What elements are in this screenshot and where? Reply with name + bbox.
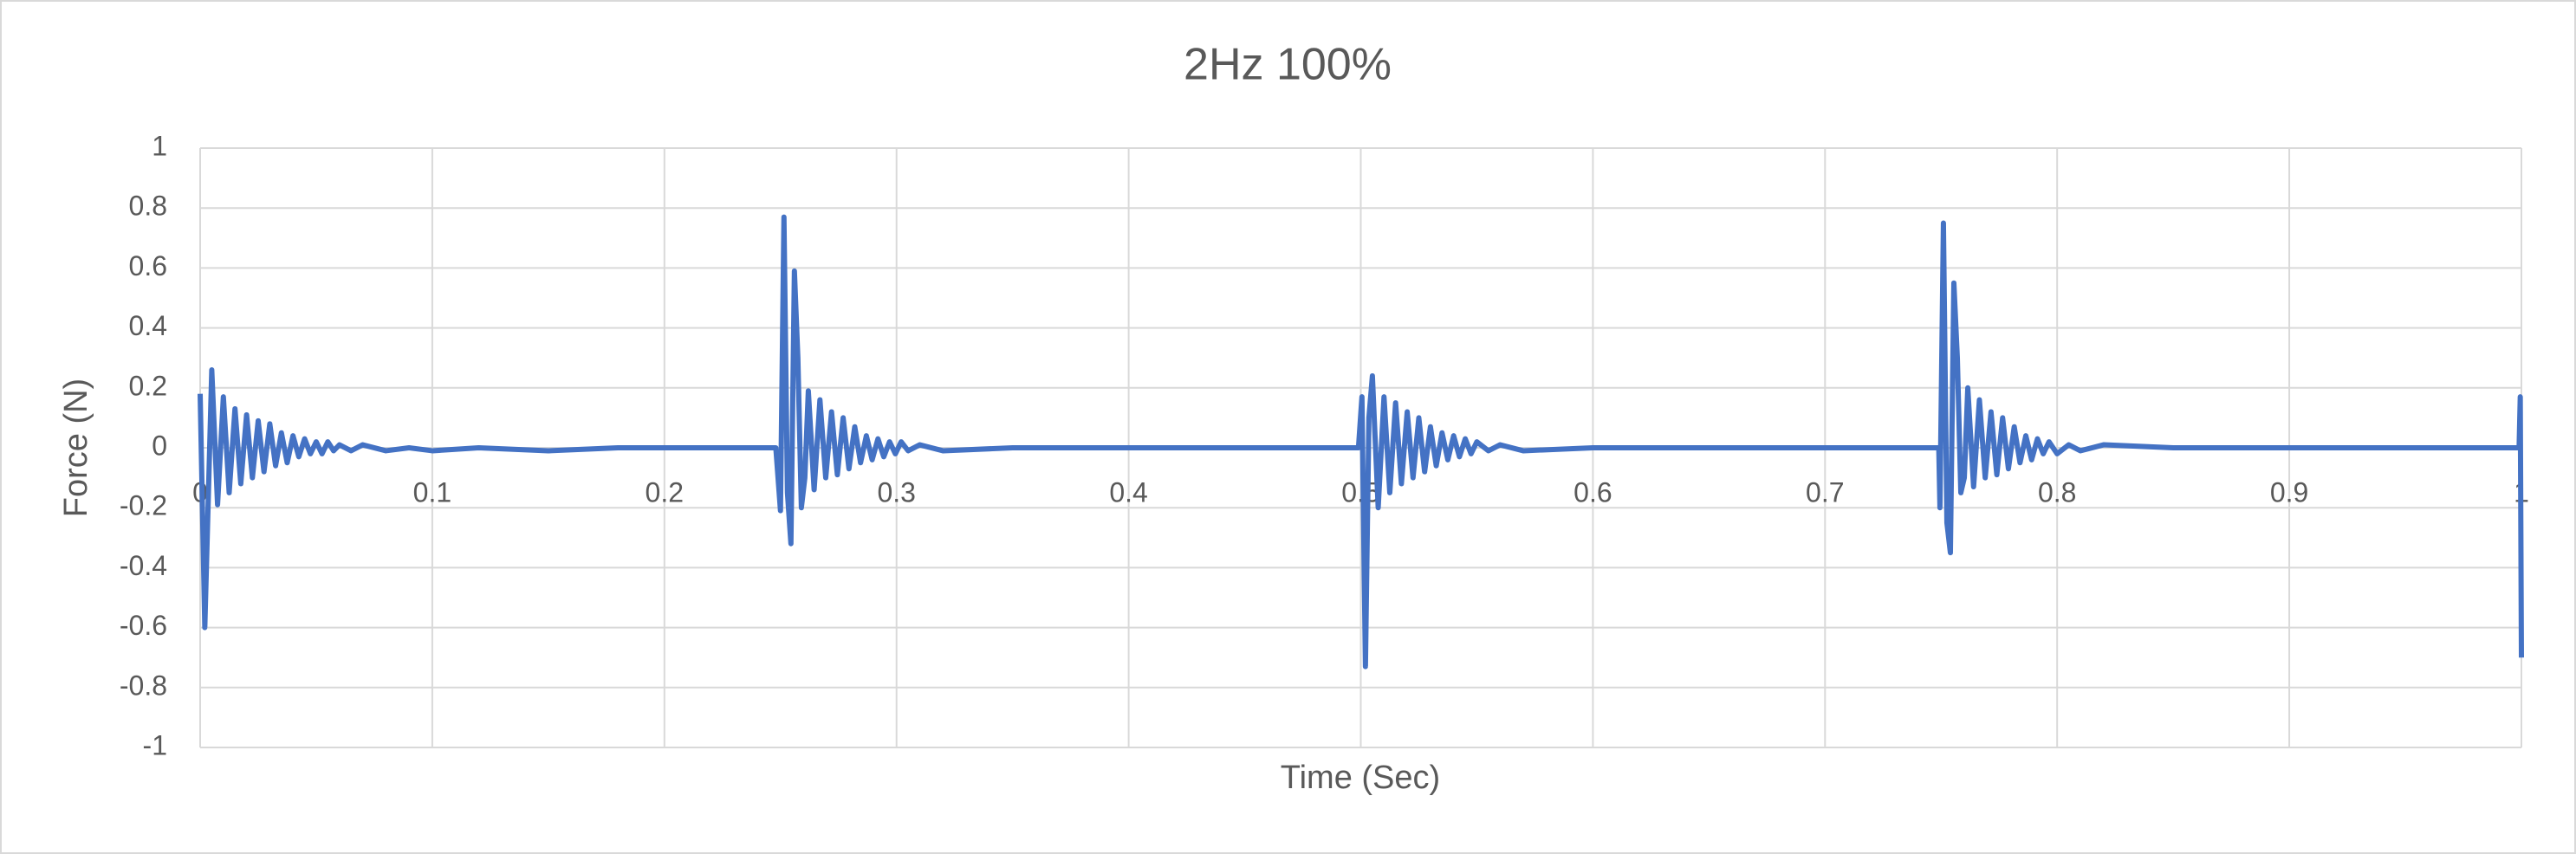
y-tick-label: 0.2 <box>129 370 167 401</box>
x-tick-label: 0.8 <box>2038 476 2076 508</box>
y-tick-label: -0.2 <box>120 490 167 521</box>
x-tick-label: 0.9 <box>2270 476 2308 508</box>
y-tick-label: 0.6 <box>129 250 167 281</box>
y-axis-label: Force (N) <box>58 378 94 517</box>
x-axis-label: Time (Sec) <box>1281 760 1440 796</box>
y-tick-label: -0.8 <box>120 670 167 701</box>
x-tick-label: 0.4 <box>1109 476 1147 508</box>
x-tick-label: 0.3 <box>877 476 915 508</box>
x-tick-label: 0.6 <box>1574 476 1612 508</box>
data-line <box>198 214 2524 670</box>
y-tick-label: -0.6 <box>120 610 167 641</box>
y-tick-label: -0.4 <box>120 550 167 581</box>
y-tick-label: 1 <box>152 130 167 161</box>
x-tick-label: 0.7 <box>1806 476 1844 508</box>
y-tick-label: -1 <box>143 729 167 760</box>
chart-title: 2Hz 100% <box>1184 40 1392 90</box>
y-tick-label: 0 <box>152 430 167 461</box>
x-tick-label: 0.1 <box>413 476 451 508</box>
y-tick-label: 0.4 <box>129 310 167 341</box>
x-tick-label: 0.2 <box>646 476 684 508</box>
y-tick-label: 0.8 <box>129 191 167 222</box>
